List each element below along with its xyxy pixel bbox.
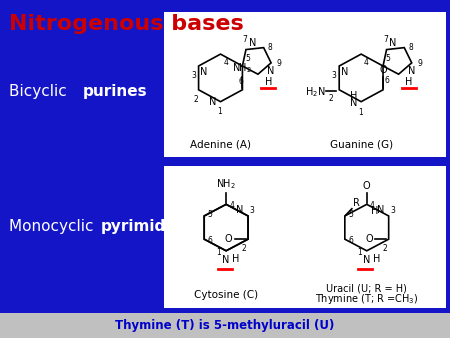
Text: Thymine (T; R =CH$_3$): Thymine (T; R =CH$_3$) — [315, 292, 419, 306]
Text: Cytosine (C): Cytosine (C) — [194, 290, 258, 300]
Text: R: R — [353, 198, 360, 208]
Text: 4: 4 — [370, 201, 375, 210]
Text: 1: 1 — [357, 248, 362, 257]
Text: 2: 2 — [194, 95, 198, 103]
Text: N: N — [236, 205, 244, 215]
Text: 3: 3 — [331, 71, 336, 80]
Text: 6: 6 — [348, 236, 353, 245]
Text: Uracil (U; R = H): Uracil (U; R = H) — [326, 283, 407, 293]
Text: N: N — [267, 66, 275, 76]
Text: O: O — [225, 234, 233, 244]
Text: 2: 2 — [382, 244, 387, 254]
Text: 3: 3 — [390, 206, 395, 215]
Text: H: H — [232, 254, 240, 264]
Text: 3: 3 — [249, 206, 254, 215]
Bar — [164, 12, 446, 157]
Text: 1: 1 — [358, 108, 363, 117]
Text: Thymine (T) is 5-methyluracil (U): Thymine (T) is 5-methyluracil (U) — [115, 319, 335, 332]
Text: N: N — [389, 38, 397, 48]
Text: Bicyclic: Bicyclic — [9, 84, 72, 99]
Text: 2: 2 — [329, 94, 333, 103]
Text: H: H — [265, 77, 272, 88]
Text: 3: 3 — [191, 71, 196, 80]
Text: 5: 5 — [245, 54, 250, 63]
Text: 2: 2 — [242, 244, 247, 254]
Text: NH$_2$: NH$_2$ — [216, 178, 236, 191]
Text: 5: 5 — [386, 54, 391, 63]
Text: 7: 7 — [383, 35, 388, 44]
Text: Nitrogenous bases: Nitrogenous bases — [9, 14, 244, 33]
Text: H: H — [405, 77, 413, 88]
Text: Guanine (G): Guanine (G) — [329, 139, 393, 149]
Text: 6: 6 — [384, 76, 389, 85]
Text: 8: 8 — [409, 43, 413, 52]
Text: N: N — [377, 205, 384, 215]
Text: 9: 9 — [277, 59, 282, 68]
Bar — [164, 166, 446, 308]
Text: purines: purines — [83, 84, 148, 99]
Text: N: N — [200, 67, 207, 77]
Text: N: N — [408, 66, 415, 76]
Text: NH$_2$: NH$_2$ — [233, 62, 252, 75]
Text: 4: 4 — [230, 201, 234, 210]
Text: 8: 8 — [268, 43, 273, 52]
Text: 6: 6 — [238, 77, 243, 86]
Text: H: H — [371, 206, 379, 216]
Text: 4: 4 — [223, 58, 228, 67]
Text: 6: 6 — [207, 236, 212, 245]
Text: 7: 7 — [242, 35, 247, 44]
Text: pyrimidine: pyrimidine — [101, 219, 193, 234]
Text: N: N — [222, 255, 230, 265]
Text: O: O — [379, 65, 387, 75]
Bar — [0, 313, 450, 338]
Text: H: H — [350, 91, 357, 101]
Text: H$_2$N: H$_2$N — [305, 86, 325, 99]
Text: O: O — [365, 234, 373, 244]
Text: N: N — [209, 97, 216, 107]
Text: N: N — [249, 38, 256, 48]
Text: 5: 5 — [207, 210, 212, 219]
Text: H: H — [373, 254, 380, 264]
Text: 9: 9 — [417, 59, 422, 68]
Text: N: N — [351, 98, 358, 108]
Text: N: N — [363, 255, 370, 265]
Text: N: N — [341, 67, 348, 77]
Text: Adenine (A): Adenine (A) — [190, 139, 251, 149]
Text: 5: 5 — [348, 210, 353, 219]
Text: O: O — [363, 182, 370, 191]
Text: Monocyclic: Monocyclic — [9, 219, 99, 234]
Text: 1: 1 — [217, 107, 221, 117]
Text: 4: 4 — [364, 58, 369, 67]
Text: 1: 1 — [216, 248, 221, 257]
